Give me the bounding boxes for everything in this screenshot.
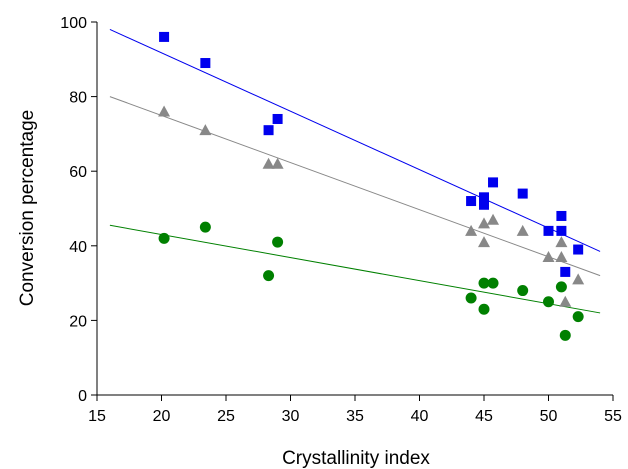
data-point-square (466, 196, 477, 207)
data-point-circle (559, 329, 571, 341)
x-tick-label: 50 (540, 408, 558, 425)
y-tick-label: 40 (69, 239, 87, 256)
data-point-circle (543, 296, 554, 308)
data-point-triangle (478, 217, 490, 229)
data-point-circle (199, 221, 211, 233)
data-point-triangle (199, 124, 212, 136)
data-point-triangle (478, 236, 490, 248)
trendlines (109, 29, 601, 314)
x-tick-label: 40 (411, 408, 429, 425)
data-point-triangle (262, 157, 275, 169)
data-point-square (200, 58, 211, 69)
data-point-triangle (559, 295, 572, 307)
x-tick-label: 35 (346, 408, 364, 425)
trendline-triangle (109, 96, 601, 277)
x-axis-title: Crystallinity index (282, 448, 430, 469)
data-point-square (560, 266, 571, 277)
data-point-square (263, 125, 274, 136)
data-point-square (556, 225, 567, 236)
data-point-triangle (555, 250, 568, 262)
data-point-square (543, 225, 554, 236)
data-point-triangle (465, 224, 478, 236)
data-point-triangle (542, 250, 555, 262)
data-point-circle (478, 277, 490, 289)
x-tick-label: 25 (217, 408, 235, 425)
data-markers (158, 31, 585, 341)
data-point-square (488, 177, 499, 188)
x-ticks: 15 20 25 30 35 40 45 50 55 (88, 395, 622, 425)
data-point-circle (555, 281, 567, 293)
data-point-square (479, 192, 489, 203)
y-tick-label: 80 (69, 90, 87, 107)
data-point-square (479, 199, 489, 210)
data-point-triangle (516, 224, 529, 236)
data-point-circle (263, 270, 275, 282)
plot-area: 15 20 25 30 35 40 45 50 55 0 20 40 60 80 100 (60, 15, 622, 425)
data-point-triangle (158, 105, 171, 117)
y-axis-title: Conversion percentage (17, 110, 38, 306)
x-tick-label: 15 (88, 408, 106, 425)
y-tick-label: 20 (69, 313, 87, 330)
data-point-triangle (271, 157, 284, 169)
data-point-triangle (555, 236, 568, 248)
data-point-circle (272, 236, 284, 248)
trendline-circle (109, 224, 601, 314)
x-tick-label: 45 (475, 408, 493, 425)
data-point-triangle (572, 273, 585, 285)
data-point-circle (572, 311, 584, 323)
data-point-circle (517, 285, 529, 297)
x-tick-label: 55 (604, 408, 622, 425)
y-tick-label: 60 (69, 164, 87, 181)
trendline-square (109, 29, 601, 252)
y-ticks: 0 20 40 60 80 100 (60, 15, 97, 405)
data-point-square (517, 188, 528, 199)
data-point-triangle (487, 213, 500, 225)
data-point-circle (487, 277, 499, 289)
data-point-square (272, 113, 283, 124)
data-point-square (159, 31, 170, 42)
data-point-square (573, 244, 584, 255)
data-point-square (556, 210, 567, 221)
y-tick-label: 100 (60, 15, 87, 32)
data-point-circle (478, 303, 490, 315)
data-point-circle (158, 232, 170, 244)
x-tick-label: 20 (153, 408, 171, 425)
y-tick-label: 0 (78, 388, 87, 405)
x-tick-label: 30 (282, 408, 300, 425)
data-point-circle (465, 292, 477, 304)
